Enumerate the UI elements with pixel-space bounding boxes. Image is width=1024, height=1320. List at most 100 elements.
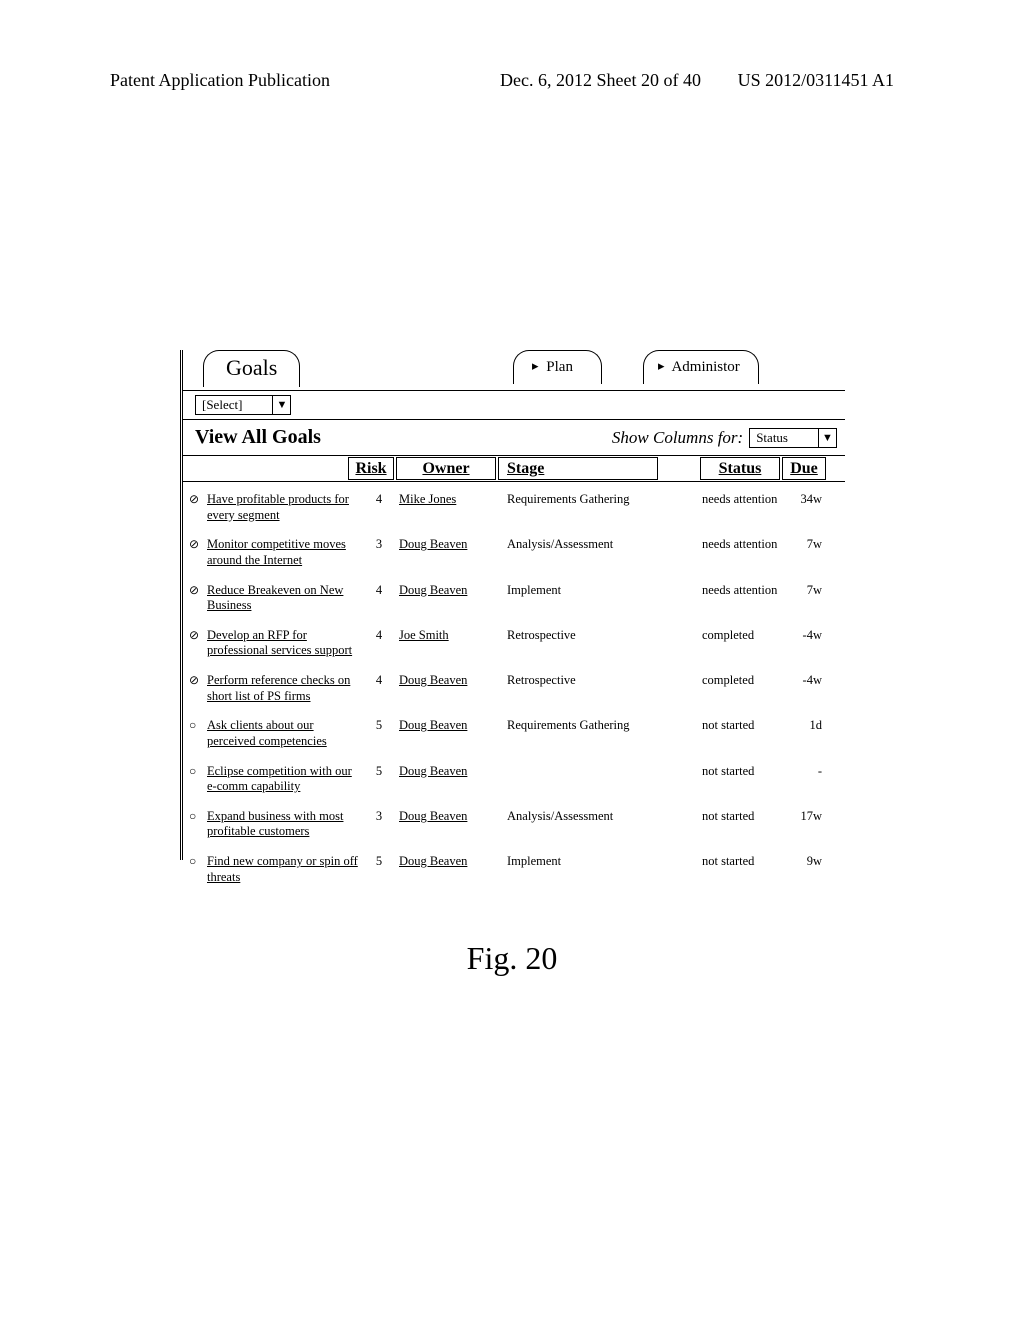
status-icon: ○ (189, 809, 203, 840)
table-row: ○Eclipse competition with our e-comm cap… (183, 758, 845, 803)
goal-link[interactable]: Find new company or spin off threats (207, 854, 359, 885)
goals-rows: ⊘Have profitable products for every segm… (183, 482, 845, 893)
owner-link[interactable]: Mike Jones (399, 492, 507, 508)
owner-link[interactable]: Doug Beaven (399, 718, 507, 734)
stage-cell: Implement (507, 854, 662, 870)
status-icon: ⊘ (189, 537, 203, 568)
status-cell: needs attention (702, 583, 780, 599)
goals-window: Goals ▸ Plan ▸ Administor [Select] ▼ Vie… (180, 350, 845, 860)
goal-name-cell: ⊘Monitor competitive moves around the In… (183, 537, 359, 568)
table-row: ○Expand business with most profitable cu… (183, 803, 845, 848)
status-icon: ⊘ (189, 628, 203, 659)
tab-plan[interactable]: ▸ Plan (513, 350, 602, 384)
status-cell: not started (702, 718, 780, 734)
owner-link[interactable]: Doug Beaven (399, 673, 507, 689)
stage-cell: Retrospective (507, 673, 662, 689)
status-cell: needs attention (702, 537, 780, 553)
figure-caption: Fig. 20 (0, 940, 1024, 977)
col-header-due[interactable]: Due (782, 457, 826, 480)
table-row: ⊘Develop an RFP for professional service… (183, 622, 845, 667)
col-header-stage[interactable]: Stage (498, 457, 658, 480)
goal-name-cell: ⊘Have profitable products for every segm… (183, 492, 359, 523)
due-cell: 7w (780, 537, 828, 553)
tab-goals[interactable]: Goals (203, 350, 300, 387)
select-value: [Select] (196, 397, 272, 413)
pub-header-mid: Dec. 6, 2012 Sheet 20 of 40 (500, 70, 701, 91)
risk-cell: 4 (359, 492, 399, 508)
goal-name-cell: ⊘Develop an RFP for professional service… (183, 628, 359, 659)
col-header-name (183, 456, 348, 481)
col-header-risk[interactable]: Risk (348, 457, 394, 480)
goal-link[interactable]: Expand business with most profitable cus… (207, 809, 359, 840)
goal-name-cell: ○Find new company or spin off threats (183, 854, 359, 885)
show-columns-control: Show Columns for: Status ▼ (612, 428, 837, 448)
goal-name-cell: ○Ask clients about our perceived compete… (183, 718, 359, 749)
chevron-down-icon[interactable]: ▼ (818, 429, 836, 447)
status-cell: completed (702, 673, 780, 689)
tab-administor-label: Administor (671, 359, 739, 375)
show-columns-dropdown[interactable]: Status ▼ (749, 428, 837, 448)
owner-link[interactable]: Doug Beaven (399, 764, 507, 780)
stage-cell: Retrospective (507, 628, 662, 644)
owner-link[interactable]: Doug Beaven (399, 537, 507, 553)
triangle-icon: ▸ (658, 358, 665, 374)
goal-link[interactable]: Perform reference checks on short list o… (207, 673, 359, 704)
pub-header-right: US 2012/0311451 A1 (738, 70, 894, 91)
goal-name-cell: ⊘Reduce Breakeven on New Business (183, 583, 359, 614)
tab-plan-label: Plan (546, 359, 573, 375)
stage-cell: Requirements Gathering (507, 492, 662, 508)
stage-cell: Analysis/Assessment (507, 537, 662, 553)
risk-cell: 4 (359, 628, 399, 644)
col-header-owner[interactable]: Owner (396, 457, 496, 480)
stage-cell: Implement (507, 583, 662, 599)
goal-link[interactable]: Monitor competitive moves around the Int… (207, 537, 359, 568)
status-cell: not started (702, 764, 780, 780)
column-headers: Risk Owner Stage Status Due (183, 456, 845, 482)
view-title: View All Goals (195, 426, 321, 449)
goal-link[interactable]: Develop an RFP for professional services… (207, 628, 359, 659)
status-icon: ⊘ (189, 673, 203, 704)
owner-link[interactable]: Doug Beaven (399, 809, 507, 825)
tab-administor[interactable]: ▸ Administor (643, 350, 759, 384)
col-header-status-label: Status (719, 460, 762, 478)
status-icon: ○ (189, 854, 203, 885)
col-header-due-label: Due (790, 460, 818, 478)
table-row: ⊘Perform reference checks on short list … (183, 667, 845, 712)
risk-cell: 4 (359, 583, 399, 599)
due-cell: 17w (780, 809, 828, 825)
triangle-icon: ▸ (532, 358, 539, 374)
chevron-down-icon[interactable]: ▼ (272, 396, 290, 414)
tab-goals-label: Goals (226, 355, 277, 380)
table-row: ○Find new company or spin off threats5Do… (183, 848, 845, 893)
col-header-status[interactable]: Status (700, 457, 780, 480)
select-row: [Select] ▼ (183, 390, 845, 419)
table-row: ⊘Monitor competitive moves around the In… (183, 531, 845, 576)
col-header-owner-label: Owner (422, 460, 469, 478)
due-cell: 1d (780, 718, 828, 734)
pub-header-left: Patent Application Publication (110, 70, 330, 91)
view-header: View All Goals Show Columns for: Status … (183, 419, 845, 456)
goal-link[interactable]: Reduce Breakeven on New Business (207, 583, 359, 614)
table-row: ⊘Reduce Breakeven on New Business4Doug B… (183, 577, 845, 622)
risk-cell: 3 (359, 537, 399, 553)
risk-cell: 5 (359, 718, 399, 734)
table-row: ○Ask clients about our perceived compete… (183, 712, 845, 757)
status-cell: not started (702, 854, 780, 870)
owner-link[interactable]: Doug Beaven (399, 583, 507, 599)
goal-link[interactable]: Have profitable products for every segme… (207, 492, 359, 523)
status-cell: needs attention (702, 492, 780, 508)
due-cell: 34w (780, 492, 828, 508)
goal-name-cell: ⊘Perform reference checks on short list … (183, 673, 359, 704)
due-cell: 9w (780, 854, 828, 870)
status-icon: ⊘ (189, 492, 203, 523)
status-cell: completed (702, 628, 780, 644)
goal-link[interactable]: Eclipse competition with our e-comm capa… (207, 764, 359, 795)
stage-cell: Analysis/Assessment (507, 809, 662, 825)
goal-link[interactable]: Ask clients about our perceived competen… (207, 718, 359, 749)
risk-cell: 5 (359, 854, 399, 870)
due-cell: 7w (780, 583, 828, 599)
select-dropdown[interactable]: [Select] ▼ (195, 395, 291, 415)
owner-link[interactable]: Doug Beaven (399, 854, 507, 870)
owner-link[interactable]: Joe Smith (399, 628, 507, 644)
col-header-stage-label: Stage (507, 460, 544, 478)
